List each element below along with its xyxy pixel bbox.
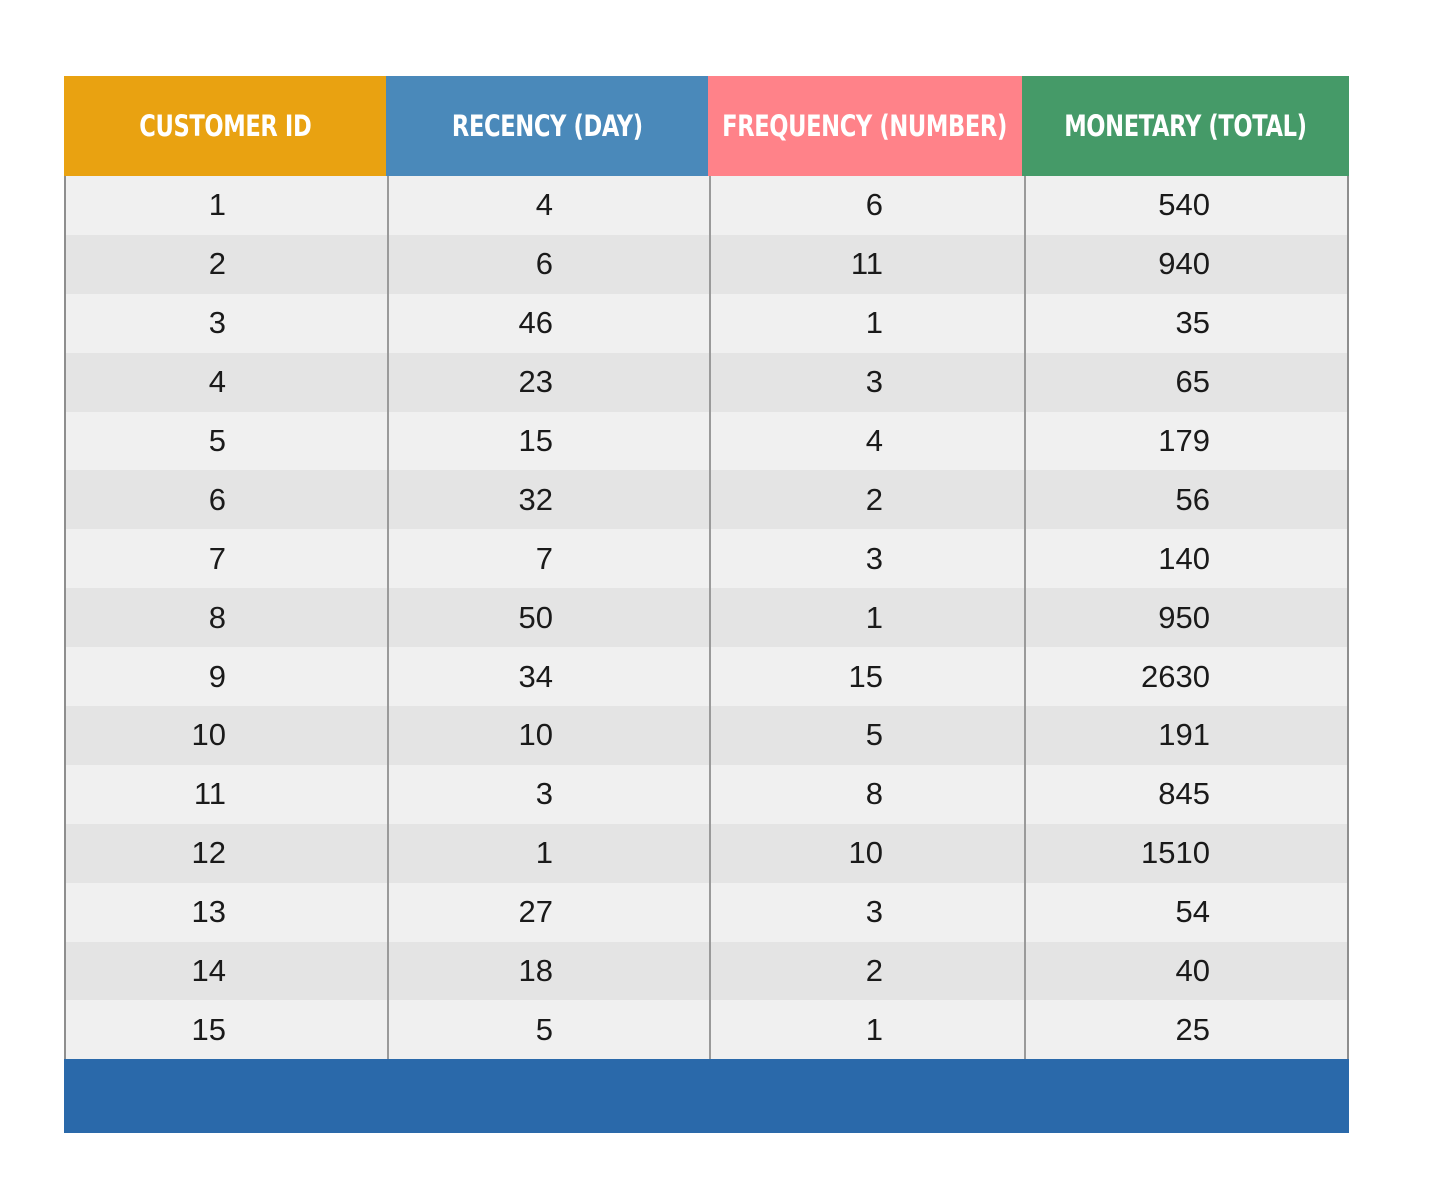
table-cell: 1 [709,588,1024,648]
table-cell: 27 [387,882,709,942]
table-cell: 13 [191,894,226,930]
table-cell: 15 [709,647,1024,707]
table-row: 12 1 10 1510 [66,823,1347,883]
table-cell: 12 [191,835,226,871]
table-cell: 23 [387,352,709,412]
table-cell: 32 [387,470,709,530]
table-cell: 10 [191,717,226,753]
table-cell: 845 [1024,764,1347,824]
table-cell: 1 [709,1000,1024,1060]
header-label: MONETARY (TOTAL) [1064,109,1307,143]
table-cell: 5 [387,1000,709,1060]
table-cell: 3 [208,305,226,341]
table-cell: 54 [1024,882,1347,942]
table-row: 10 10 5 191 [66,706,1347,765]
table-cell: 6 [208,481,226,517]
table-row: 5 15 4 179 [66,411,1347,471]
table-cell: 2 [709,470,1024,530]
table-cell: 65 [1024,352,1347,412]
table-cell: 3 [709,882,1024,942]
table-row: 2 6 11 940 [66,234,1347,294]
table-cell: 10 [387,706,709,765]
table-cell: 8 [709,764,1024,824]
table-cell: 56 [1024,470,1347,530]
table-cell: 7 [387,529,709,589]
table-row: 14 18 2 40 [66,941,1347,1001]
table-cell: 3 [709,352,1024,412]
table-cell: 2 [208,246,226,282]
table-cell: 4 [387,176,709,235]
table-cell: 1 [709,293,1024,353]
table-cell: 50 [387,588,709,648]
header-recency: RECENCY (DAY) [386,76,708,189]
table-cell: 540 [1024,176,1347,235]
table-row: 8 50 1 950 [66,588,1347,648]
table-cell: 10 [709,823,1024,883]
header-customer-id: CUSTOMER ID [64,76,386,189]
table-cell: 1 [387,823,709,883]
table-body: 1 4 6 540 2 6 11 940 3 46 1 35 4 23 3 65 5 15 4 179 6 32 2 56 7 7… [64,176,1349,1060]
table-row: 7 7 3 140 [66,529,1347,589]
table-cell: 3 [709,529,1024,589]
table-cell: 40 [1024,941,1347,1001]
footer-bar [64,1059,1349,1134]
table-cell: 6 [387,234,709,294]
table-cell: 5 [208,423,226,458]
table-row: 13 27 3 54 [66,882,1347,942]
table-cell: 1510 [1024,823,1347,883]
header-label: RECENCY (DAY) [451,109,643,143]
table-row: 6 32 2 56 [66,470,1347,530]
table-cell: 140 [1024,529,1347,589]
table-cell: 11 [193,776,226,812]
table-cell: 8 [208,599,226,635]
table-row: 3 46 1 35 [66,293,1347,353]
table-cell: 46 [387,293,709,353]
table-cell: 3 [387,764,709,824]
table-cell: 34 [387,647,709,707]
table-cell: 7 [208,540,226,576]
table-cell: 940 [1024,234,1347,294]
header-frequency: FREQUENCY (NUMBER) [708,76,1022,189]
table-row: 15 5 1 25 [66,1000,1347,1060]
table-cell: 15 [191,1011,226,1047]
header-label: CUSTOMER ID [138,109,312,143]
table-cell: 5 [709,706,1024,765]
table-cell: 2630 [1024,647,1347,707]
header-label: FREQUENCY (NUMBER) [722,109,1008,143]
table-row: 4 23 3 65 [66,352,1347,412]
table-cell: 11 [709,234,1024,294]
table-header: CUSTOMER ID RECENCY (DAY) FREQUENCY (NUM… [64,76,1349,189]
table-row: 11 3 8 845 [66,764,1347,824]
table-cell: 179 [1024,411,1347,471]
table-cell: 25 [1024,1000,1347,1060]
table-cell: 191 [1024,706,1347,765]
header-monetary: MONETARY (TOTAL) [1022,76,1349,189]
table-row: 1 4 6 540 [66,176,1347,235]
table-cell: 950 [1024,588,1347,648]
table-cell: 1 [208,187,226,223]
table-cell: 15 [387,411,709,471]
table-row: 9 34 15 2630 [66,647,1347,707]
table-cell: 4 [709,411,1024,471]
table-cell: 4 [208,364,226,400]
table-cell: 18 [387,941,709,1001]
table-cell: 35 [1024,293,1347,353]
table-cell: 6 [709,176,1024,235]
table-cell: 2 [709,941,1024,1001]
table-cell: 9 [208,658,226,694]
rfm-table: CUSTOMER ID RECENCY (DAY) FREQUENCY (NUM… [64,76,1349,1134]
table-cell: 14 [191,953,226,989]
